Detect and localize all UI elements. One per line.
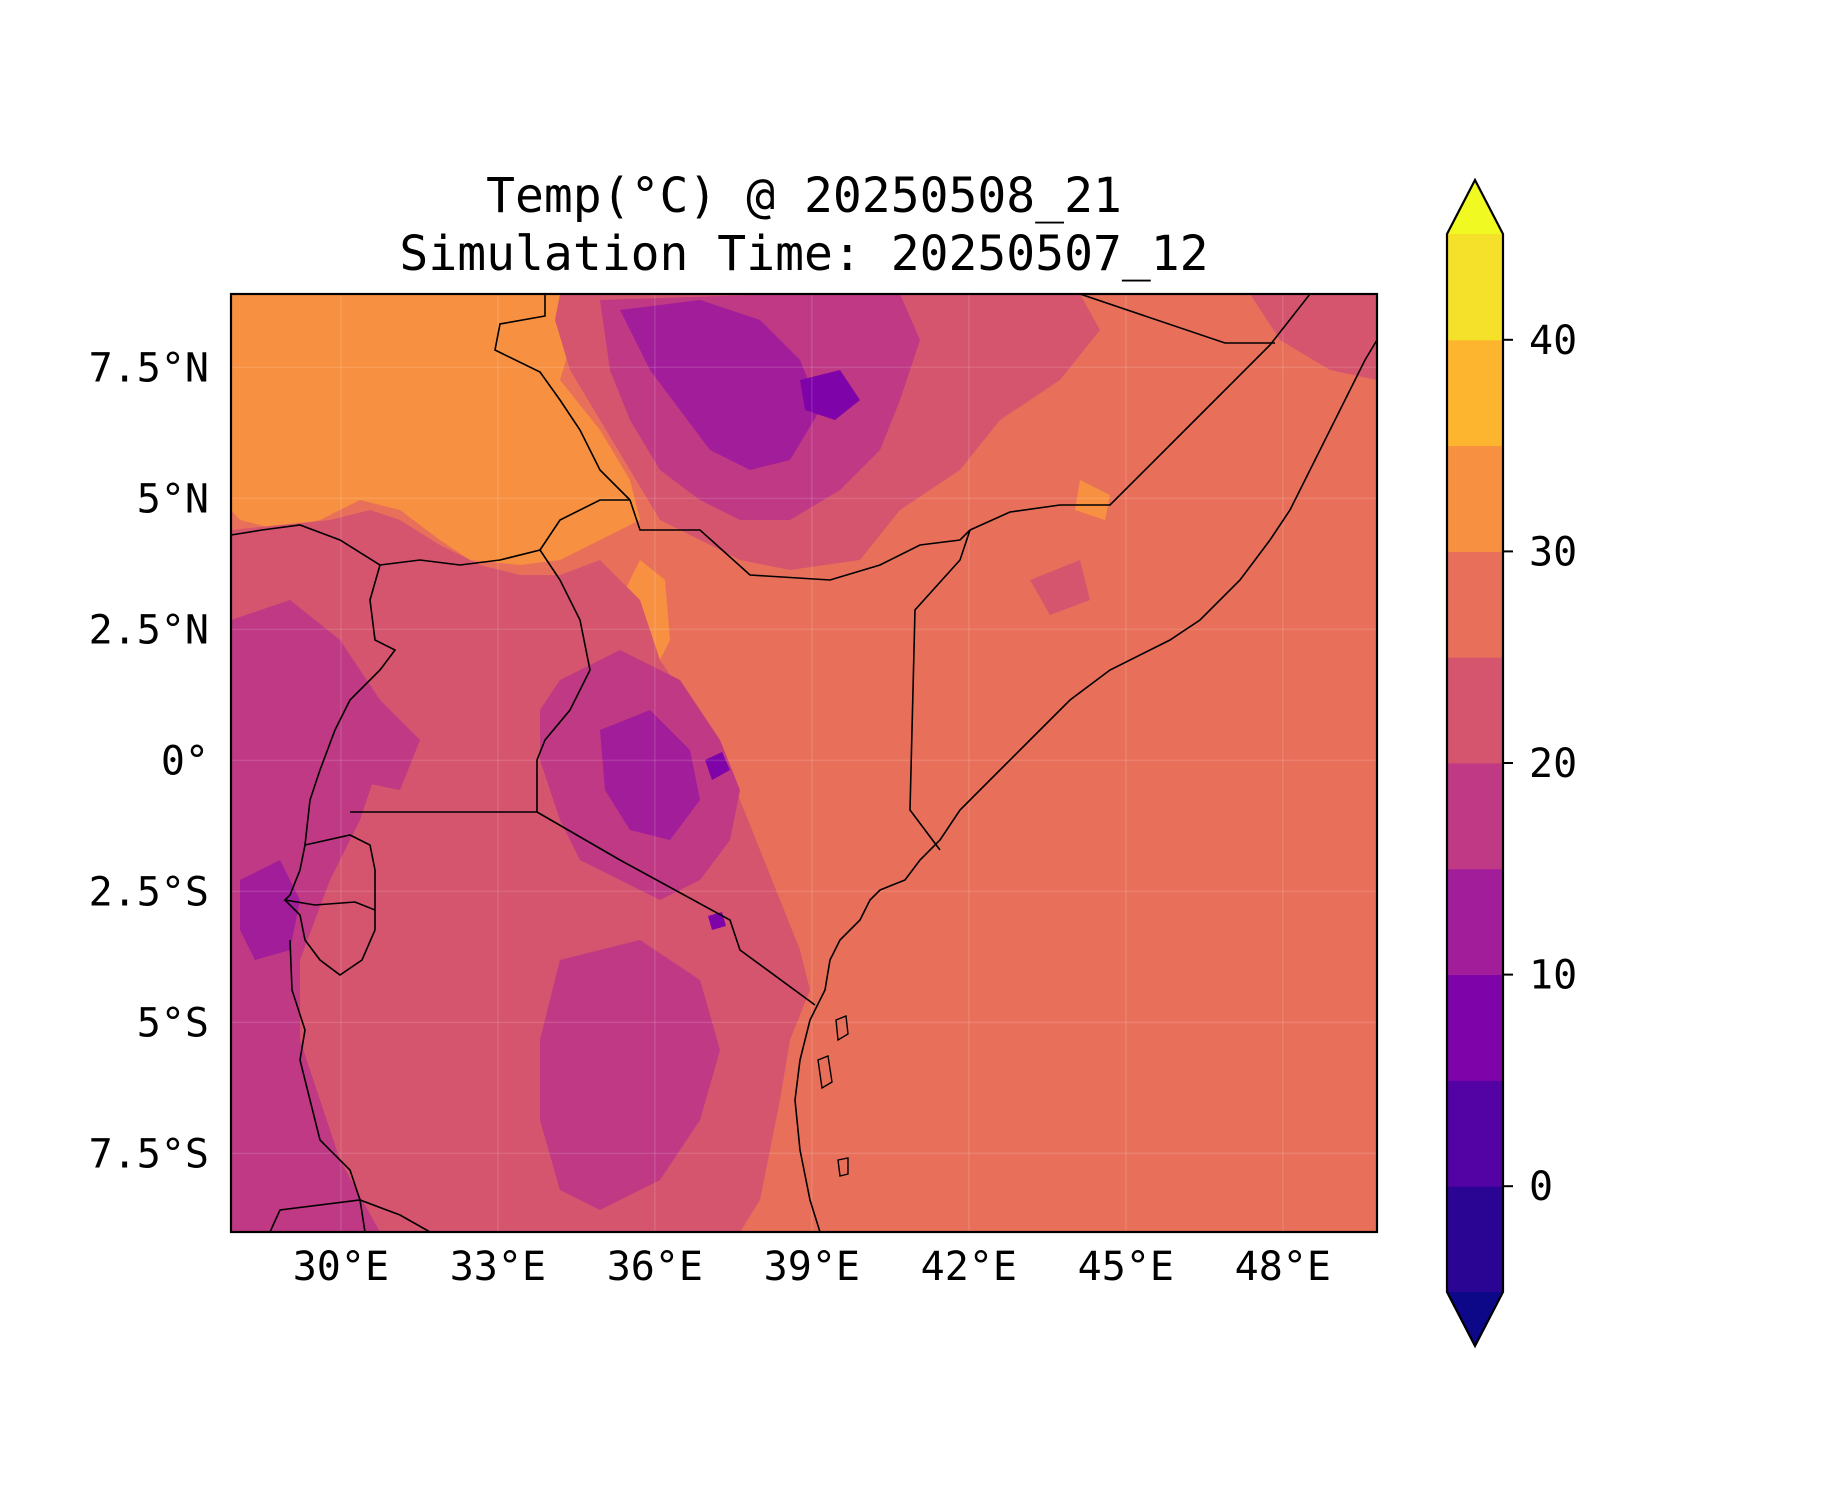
colorbar-extend-min — [1447, 1292, 1503, 1346]
mafia-island — [837, 1157, 849, 1177]
burundi-border — [284, 899, 376, 976]
lon-tick-label: 39°E — [764, 1244, 860, 1290]
kenya-somalia-border — [909, 529, 971, 851]
lat-tick-label: 2.5°S — [89, 869, 209, 915]
tanzania-southern-highlands — [540, 940, 720, 1210]
colorbar-band — [1447, 551, 1503, 658]
uganda-drc-border — [304, 564, 397, 846]
zambia-tanzania-border — [269, 1199, 431, 1232]
south-sudan-uganda-border — [231, 499, 630, 566]
lon-tick-label: 42°E — [921, 1244, 1017, 1290]
lat-tick-label: 2.5°N — [89, 607, 209, 653]
uganda-kenya-border — [536, 549, 591, 812]
lon-tick-label: 30°E — [293, 1244, 389, 1290]
colorbar-tick-label: 10 — [1529, 953, 1577, 999]
colorbar-band — [1447, 1186, 1503, 1293]
kenya-tanzania-border — [536, 811, 816, 1006]
longitude-axis: 30°E 33°E 36°E 39°E 42°E 45°E 48°E — [293, 1244, 1331, 1290]
islands — [817, 1015, 849, 1177]
rwenzori-region — [240, 860, 300, 960]
lon-tick-label: 33°E — [450, 1244, 546, 1290]
lat-tick-label: 7.5°N — [89, 345, 209, 391]
colorbar-band — [1447, 445, 1503, 552]
hot-patch-somalia — [1075, 480, 1110, 520]
colorbar-extend-max — [1447, 180, 1503, 234]
colorbar-band — [1447, 763, 1503, 870]
tanzania-drc-lake-border — [289, 939, 366, 1232]
pemba-island — [835, 1015, 849, 1042]
colorbar-band — [1447, 339, 1503, 447]
colorbar-tick-label: 0 — [1529, 1164, 1553, 1210]
sudan-ethiopia-border — [494, 294, 631, 501]
temperature-map — [231, 294, 1377, 1232]
colorbar-band — [1447, 868, 1503, 976]
colorbar-tick-label: 20 — [1529, 741, 1577, 787]
map-frame — [229, 292, 1379, 1234]
lon-tick-label: 45°E — [1078, 1244, 1174, 1290]
ethiopia-kenya-border — [629, 499, 971, 581]
colorbar-tick-label: 30 — [1529, 529, 1577, 575]
lon-tick-label: 36°E — [607, 1244, 703, 1290]
lat-tick-label: 5°S — [137, 1000, 209, 1046]
latitude-axis: 7.5°N 5°N 2.5°N 0° 2.5°S 5°S 7.5°S — [89, 345, 209, 1177]
lake-victoria-rim — [330, 700, 420, 790]
colorbar-outline — [1445, 177, 1505, 1349]
kenya-summit — [705, 752, 730, 780]
colorbar-band — [1447, 974, 1503, 1081]
mount-kenya-region — [600, 710, 700, 840]
lat-tick-label: 7.5°S — [89, 1131, 209, 1177]
lat-tick-label: 5°N — [137, 476, 209, 522]
ogaden-patch — [1030, 560, 1090, 615]
colorbar-band — [1447, 1080, 1503, 1187]
rwanda-border — [283, 834, 376, 912]
map-title-line2: Simulation Time: 20250507_12 — [399, 226, 1209, 282]
lon-tick-label: 48°E — [1235, 1244, 1331, 1290]
colorbar-tick-label: 40 — [1529, 318, 1577, 364]
ethiopian-summit — [800, 370, 860, 420]
kilimanjaro-summit — [708, 912, 726, 930]
hot-lowland-south-sudan — [231, 294, 640, 565]
somali-plateau-patch — [1250, 294, 1377, 380]
ethiopian-peaks — [620, 300, 820, 470]
country-borders — [231, 294, 1377, 1232]
somalia-ethiopia-border — [969, 294, 1311, 531]
colorbar-band — [1447, 234, 1503, 341]
colorbar-ticks: 0 10 20 30 40 — [1503, 318, 1577, 1210]
colorbar — [1445, 177, 1505, 1349]
lat-tick-label: 0° — [161, 738, 209, 784]
coastline — [794, 339, 1377, 1232]
colorbar-band — [1447, 657, 1503, 764]
djibouti-border — [1079, 294, 1275, 344]
zanzibar-island — [817, 1055, 833, 1090]
map-title-line1: Temp(°C) @ 20250508_21 — [486, 168, 1122, 224]
